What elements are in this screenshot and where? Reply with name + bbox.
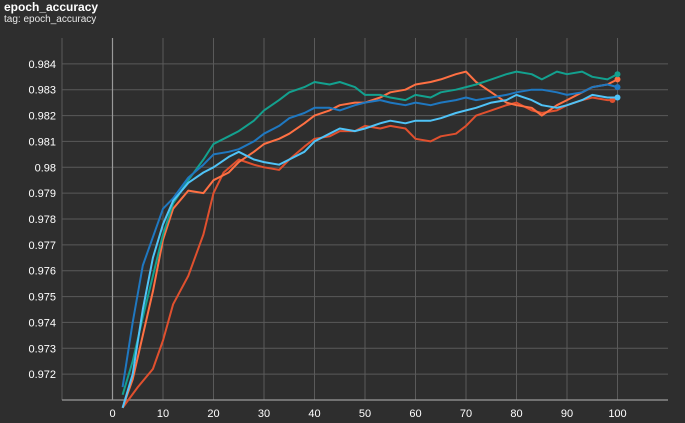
x-tick-label: 100	[608, 408, 626, 420]
series-line-5	[121, 93, 618, 409]
chart-tag: tag: epoch_accuracy	[4, 14, 97, 25]
y-tick-label: 0.974	[28, 317, 56, 329]
grid	[61, 38, 668, 400]
series-lines	[121, 70, 621, 409]
axes: 0.972 0.973 0.974 0.975 0.976 0.977 0.978 0.979…	[28, 38, 668, 420]
x-tick-label: 80	[510, 408, 522, 420]
series-line-1	[121, 96, 613, 409]
series-endpoint-1[interactable]	[609, 97, 616, 104]
y-tick-label: 0.972	[28, 369, 56, 381]
x-tick-label: 90	[561, 408, 573, 420]
y-tick-label: 0.981	[28, 136, 56, 148]
series-endpoint-4[interactable]	[614, 84, 621, 91]
series-endpoint-3[interactable]	[614, 71, 621, 78]
x-tick-label: 70	[460, 408, 472, 420]
y-tick-label: 0.977	[28, 240, 56, 252]
x-tick-label: 20	[207, 408, 219, 420]
y-tick-label: 0.978	[28, 214, 56, 226]
series-endpoint-2[interactable]	[614, 76, 621, 83]
y-tick-label: 0.976	[28, 266, 56, 278]
y-tick-label: 0.983	[28, 85, 56, 97]
x-tick-label: 50	[359, 408, 371, 420]
x-tick-label: 0	[109, 408, 115, 420]
y-tick-label: 0.973	[28, 343, 56, 355]
y-tick-label: 0.982	[28, 111, 56, 123]
series-line-4	[121, 83, 618, 388]
series-endpoint-5[interactable]	[614, 94, 621, 101]
x-tick-label: 10	[157, 408, 169, 420]
x-tick-label: 40	[308, 408, 320, 420]
y-tick-label: 0.98	[35, 162, 56, 174]
series-line-2	[121, 70, 618, 409]
y-tick-label: 0.979	[28, 188, 56, 200]
y-tick-label: 0.975	[28, 292, 56, 304]
y-tick-label: 0.984	[28, 59, 56, 71]
series-line-3	[121, 70, 618, 396]
chart-header: epoch_accuracy tag: epoch_accuracy	[4, 1, 98, 26]
x-tick-label: 30	[258, 408, 270, 420]
x-tick-label: 60	[409, 408, 421, 420]
chart-title: epoch_accuracy	[4, 0, 99, 14]
